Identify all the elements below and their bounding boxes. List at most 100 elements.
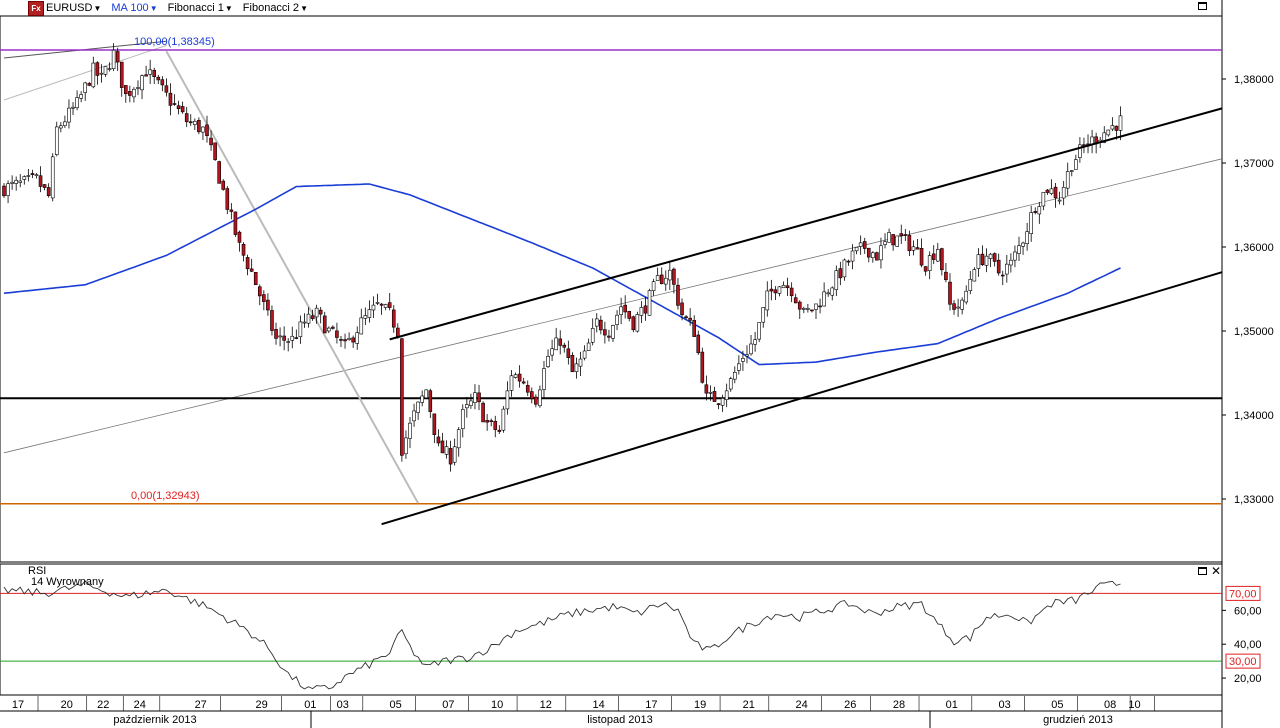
chevron-down-icon: ▼: [149, 3, 158, 13]
candle-body: [952, 303, 956, 310]
candle-body: [1033, 211, 1038, 213]
candle-body: [688, 317, 692, 321]
candle-body: [95, 62, 100, 76]
candle-body: [124, 85, 128, 95]
candle-body: [160, 79, 165, 86]
maximize-main-pane-button[interactable]: [1198, 2, 1207, 10]
candle-body: [534, 396, 538, 405]
channel-upper-line: [389, 107, 1223, 341]
candle-body: [676, 284, 680, 306]
candle-body: [923, 266, 928, 272]
symbol-dropdown[interactable]: EURUSD ▼: [46, 2, 101, 14]
maximize-rsi-pane-button[interactable]: [1198, 567, 1207, 575]
candle-body: [643, 305, 648, 314]
candle-body: [672, 268, 676, 285]
candle-body: [1045, 189, 1050, 193]
candle-body: [712, 391, 717, 402]
candle-body: [375, 302, 380, 304]
date-tick-label: 24: [134, 699, 146, 711]
candle-body: [737, 363, 741, 371]
candle-body: [793, 297, 798, 304]
date-tick-label: 21: [743, 699, 755, 711]
date-axis: 17 20 22 24 27 29 01 03 05 07 10 12 14 17 19 21 24 26 28 01…: [0, 696, 1223, 728]
candle-body: [842, 259, 847, 278]
candle-body: [294, 337, 299, 339]
candle-body: [984, 255, 989, 266]
candle-body: [209, 137, 213, 146]
candle-body: [1017, 245, 1021, 254]
candle-body: [221, 180, 226, 190]
candle-body: [448, 448, 453, 465]
candle-body: [749, 343, 753, 355]
date-tick-label: 05: [389, 699, 401, 711]
symbol-label: EURUSD: [46, 2, 93, 14]
candle-body: [314, 307, 319, 318]
candle-body: [570, 355, 575, 373]
candle-body: [1000, 274, 1005, 277]
candle-body: [1021, 242, 1025, 247]
candle-body: [310, 315, 315, 319]
candle-body: [655, 275, 660, 281]
candle-body: [469, 400, 473, 406]
rsi-tick-label: 40,00: [1234, 639, 1262, 651]
candle-body: [647, 290, 652, 316]
candle-body: [383, 304, 388, 308]
candle-body: [1102, 132, 1107, 143]
candle-body: [432, 413, 437, 435]
candle-body: [262, 294, 266, 302]
candle-body: [103, 66, 108, 75]
fibonacci-1-dropdown[interactable]: Fibonacci 1 ▼: [168, 2, 233, 14]
candle-body: [1041, 192, 1046, 207]
candle-body: [391, 309, 396, 328]
candle-body: [306, 313, 311, 324]
candle-body: [318, 309, 323, 315]
candle-body: [611, 325, 615, 339]
price-tick-label: 1,34000: [1234, 410, 1274, 422]
candle-body: [846, 260, 851, 263]
candle-body: [10, 181, 14, 184]
candle-body: [757, 322, 761, 340]
candle-body: [14, 179, 18, 184]
candle-body: [517, 373, 522, 382]
candle-body: [63, 121, 67, 126]
candle-body: [217, 161, 221, 184]
candle-body: [631, 316, 636, 331]
candle-body: [777, 286, 782, 294]
candle-body: [732, 371, 737, 380]
candle-body: [505, 390, 510, 410]
candle-body: [976, 254, 981, 269]
candle-body: [996, 259, 1001, 274]
candle-body: [931, 253, 936, 260]
candle-body: [1065, 171, 1070, 189]
close-rsi-pane-button[interactable]: ✕: [1211, 564, 1222, 578]
candle-body: [282, 335, 286, 341]
candle-body: [1025, 231, 1029, 245]
candle-body: [6, 183, 10, 196]
fan-line-2: [3, 44, 167, 101]
candle-body: [144, 74, 148, 77]
candle-body: [107, 68, 112, 70]
rsi-level-label: 30,00: [1229, 656, 1257, 668]
main-plot-frame: [0, 15, 1223, 563]
price-tick-label: 1,36000: [1234, 242, 1274, 254]
month-label: listopad 2013: [587, 714, 652, 726]
candle-body: [594, 318, 599, 327]
candle-body: [241, 243, 246, 256]
candle-body: [2, 185, 6, 197]
date-tick-label: 26: [844, 699, 856, 711]
candle-body: [128, 91, 132, 96]
date-tick-label: 27: [195, 699, 207, 711]
candle-body: [197, 119, 201, 133]
fx-logo-icon: Fx: [28, 0, 44, 16]
candle-body: [148, 69, 152, 75]
channel-lower-line: [381, 271, 1223, 526]
candle-body: [542, 368, 546, 390]
candle-body: [574, 363, 579, 372]
candle-body: [1118, 115, 1123, 131]
fibonacci-2-dropdown[interactable]: Fibonacci 2 ▼: [243, 2, 308, 14]
candle-body: [1013, 251, 1017, 261]
ma-indicator-dropdown[interactable]: MA 100 ▼: [111, 2, 157, 14]
candle-body: [558, 338, 563, 346]
date-tick-label: 10: [1128, 699, 1140, 711]
